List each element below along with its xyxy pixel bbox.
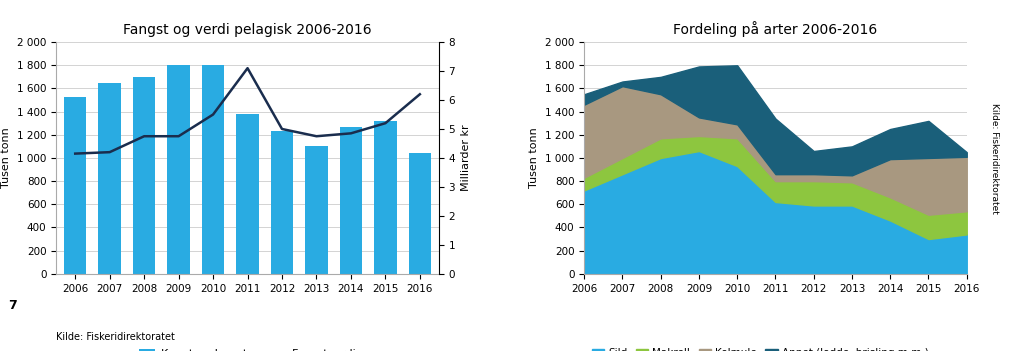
Bar [340,127,362,274]
Text: Kilde: Fiskeridirektoratet: Kilde: Fiskeridirektoratet [56,332,175,343]
Title: Fangst og verdi pelagisk 2006-2016: Fangst og verdi pelagisk 2006-2016 [123,23,371,37]
Bar [236,114,259,274]
Bar [305,146,327,274]
Y-axis label: Tusen tonn: Tusen tonn [530,127,539,188]
Y-axis label: Tusen tonn: Tusen tonn [1,127,11,188]
Title: Fordeling på arter 2006-2016: Fordeling på arter 2006-2016 [673,21,878,37]
Bar [98,83,121,274]
Bar [374,121,397,274]
Bar [271,131,294,274]
Bar [133,77,155,274]
Legend: Kvantum levert, Fangstverdi: Kvantum levert, Fangstverdi [134,344,361,351]
Text: Kilde: Fiskeridirektoratet: Kilde: Fiskeridirektoratet [989,102,998,213]
Bar [202,65,224,274]
Legend: Sild, Makrell, Kolmule, Annet (lodde, brisling m.m.): Sild, Makrell, Kolmule, Annet (lodde, br… [587,344,933,351]
Bar [64,97,86,274]
Bar [408,153,431,274]
Text: 7: 7 [8,299,17,312]
Y-axis label: Milliarder kr: Milliarder kr [460,125,471,191]
Bar [168,65,190,274]
